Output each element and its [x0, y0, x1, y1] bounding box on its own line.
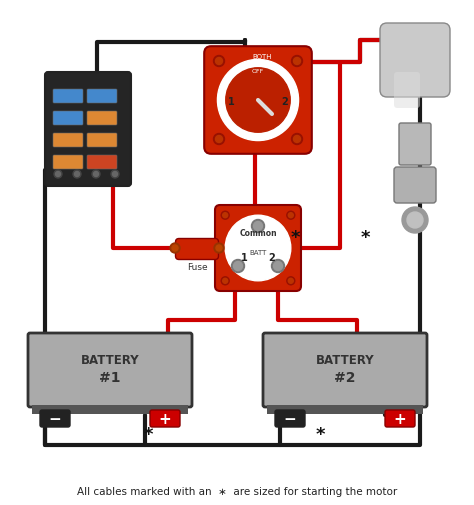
Circle shape	[234, 262, 243, 271]
Text: 2: 2	[282, 97, 288, 107]
FancyBboxPatch shape	[385, 410, 415, 427]
FancyBboxPatch shape	[28, 333, 192, 407]
Text: All cables marked with an  ∗  are sized for starting the motor: All cables marked with an ∗ are sized fo…	[77, 487, 397, 497]
Text: *: *	[360, 229, 370, 247]
Text: +: +	[159, 412, 172, 427]
Circle shape	[223, 213, 228, 218]
Circle shape	[254, 222, 263, 230]
Circle shape	[93, 172, 99, 177]
Circle shape	[288, 213, 293, 218]
Text: BATTERY: BATTERY	[316, 355, 374, 368]
Circle shape	[293, 135, 301, 142]
Text: Fuse: Fuse	[187, 264, 207, 273]
FancyBboxPatch shape	[40, 410, 70, 427]
Circle shape	[223, 278, 228, 283]
FancyBboxPatch shape	[53, 111, 83, 125]
Circle shape	[213, 133, 225, 144]
Circle shape	[218, 60, 299, 140]
Circle shape	[73, 170, 81, 178]
Circle shape	[287, 277, 295, 285]
FancyBboxPatch shape	[263, 333, 427, 407]
Circle shape	[231, 260, 245, 273]
Circle shape	[292, 133, 302, 144]
Circle shape	[216, 135, 222, 142]
Circle shape	[55, 172, 61, 177]
Circle shape	[402, 207, 428, 233]
Circle shape	[214, 243, 224, 253]
Circle shape	[272, 260, 284, 273]
FancyBboxPatch shape	[87, 155, 117, 169]
FancyBboxPatch shape	[87, 89, 117, 103]
Circle shape	[111, 170, 119, 178]
Text: OFF: OFF	[252, 69, 264, 74]
Circle shape	[273, 262, 283, 271]
FancyBboxPatch shape	[53, 89, 83, 103]
Text: BATTERY: BATTERY	[81, 355, 139, 368]
Text: Common: Common	[239, 229, 277, 238]
Bar	[267, 405, 423, 414]
Text: −: −	[283, 412, 296, 427]
Text: #2: #2	[334, 371, 356, 385]
FancyBboxPatch shape	[275, 410, 305, 427]
FancyBboxPatch shape	[87, 111, 117, 125]
FancyBboxPatch shape	[394, 167, 436, 203]
Bar	[32, 405, 188, 414]
FancyBboxPatch shape	[175, 238, 219, 260]
FancyBboxPatch shape	[53, 133, 83, 147]
Circle shape	[293, 58, 301, 65]
FancyBboxPatch shape	[87, 133, 117, 147]
Circle shape	[226, 68, 290, 132]
Circle shape	[112, 172, 118, 177]
Circle shape	[225, 215, 291, 281]
Text: *: *	[290, 229, 300, 247]
Circle shape	[216, 58, 222, 65]
Text: 2: 2	[269, 253, 275, 263]
FancyBboxPatch shape	[150, 410, 180, 427]
FancyBboxPatch shape	[45, 72, 131, 186]
Text: #1: #1	[99, 371, 121, 385]
Text: +: +	[393, 412, 406, 427]
Text: *: *	[315, 426, 325, 444]
Circle shape	[407, 212, 423, 228]
FancyBboxPatch shape	[204, 46, 312, 154]
Text: *: *	[143, 426, 153, 444]
Circle shape	[213, 56, 225, 67]
FancyBboxPatch shape	[215, 205, 301, 291]
Text: BOTH: BOTH	[252, 55, 272, 61]
Circle shape	[216, 245, 222, 251]
FancyBboxPatch shape	[380, 23, 450, 97]
Text: 1: 1	[241, 253, 247, 263]
FancyBboxPatch shape	[53, 155, 83, 169]
FancyBboxPatch shape	[394, 72, 420, 108]
Circle shape	[92, 170, 100, 178]
FancyBboxPatch shape	[399, 123, 431, 165]
Circle shape	[172, 245, 178, 251]
Circle shape	[74, 172, 80, 177]
Circle shape	[170, 243, 180, 253]
Text: 1: 1	[228, 97, 234, 107]
Circle shape	[288, 278, 293, 283]
Circle shape	[252, 220, 264, 232]
Circle shape	[221, 211, 229, 219]
Circle shape	[221, 277, 229, 285]
Circle shape	[292, 56, 302, 67]
Circle shape	[287, 211, 295, 219]
Text: BATT: BATT	[249, 250, 267, 256]
Circle shape	[54, 170, 62, 178]
Text: −: −	[49, 412, 61, 427]
